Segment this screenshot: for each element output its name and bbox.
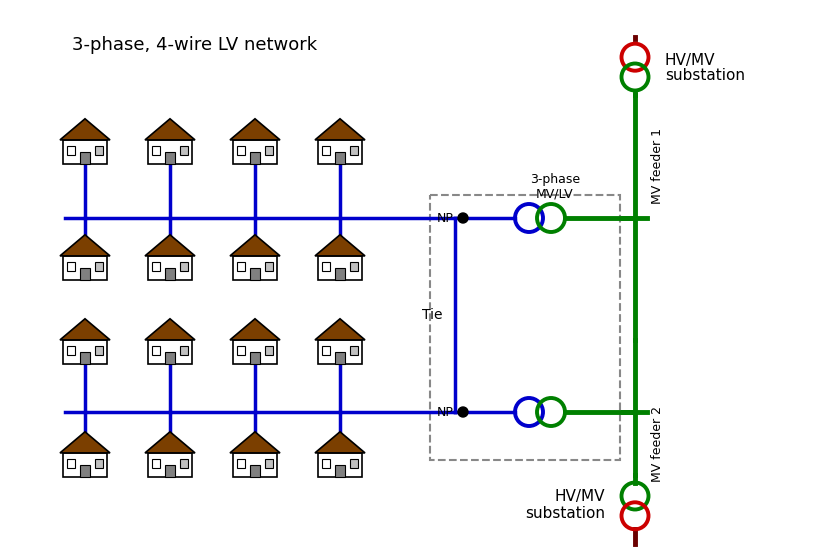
- Bar: [237, 146, 245, 155]
- Text: MV feeder 2: MV feeder 2: [651, 405, 664, 481]
- Bar: [165, 153, 175, 164]
- Polygon shape: [315, 235, 365, 256]
- Bar: [322, 146, 330, 155]
- Text: MV feeder 1: MV feeder 1: [651, 129, 664, 204]
- Bar: [148, 453, 192, 477]
- Text: MV/LV: MV/LV: [536, 188, 574, 201]
- Bar: [95, 346, 103, 355]
- Text: 3-phase: 3-phase: [530, 173, 580, 187]
- Bar: [335, 268, 345, 280]
- Bar: [322, 346, 330, 355]
- Bar: [237, 346, 245, 355]
- Bar: [233, 340, 277, 364]
- Polygon shape: [60, 119, 110, 140]
- Bar: [151, 460, 160, 468]
- Bar: [349, 146, 359, 155]
- Bar: [318, 340, 362, 364]
- Bar: [430, 195, 620, 460]
- Bar: [250, 353, 260, 364]
- Bar: [180, 460, 188, 468]
- Bar: [63, 453, 107, 477]
- Polygon shape: [145, 119, 195, 140]
- Text: HV/MV: HV/MV: [665, 52, 716, 67]
- Bar: [66, 262, 76, 271]
- Bar: [233, 256, 277, 280]
- Polygon shape: [230, 119, 280, 140]
- Bar: [349, 346, 359, 355]
- Bar: [180, 262, 188, 271]
- Bar: [151, 346, 160, 355]
- Bar: [63, 140, 107, 164]
- Bar: [335, 353, 345, 364]
- Bar: [80, 153, 90, 164]
- Bar: [250, 466, 260, 477]
- Text: NP: NP: [437, 405, 454, 418]
- Bar: [265, 146, 274, 155]
- Bar: [335, 153, 345, 164]
- Polygon shape: [145, 235, 195, 256]
- Bar: [180, 146, 188, 155]
- Text: substation: substation: [665, 69, 745, 84]
- Polygon shape: [60, 319, 110, 340]
- Bar: [180, 346, 188, 355]
- Bar: [80, 466, 90, 477]
- Bar: [322, 262, 330, 271]
- Bar: [335, 466, 345, 477]
- Bar: [318, 256, 362, 280]
- Polygon shape: [60, 432, 110, 453]
- Text: HV/MV: HV/MV: [554, 490, 605, 505]
- Text: substation: substation: [525, 506, 605, 520]
- Polygon shape: [145, 319, 195, 340]
- Polygon shape: [145, 432, 195, 453]
- Bar: [265, 262, 274, 271]
- Polygon shape: [230, 319, 280, 340]
- Polygon shape: [230, 235, 280, 256]
- Bar: [80, 353, 90, 364]
- Bar: [265, 460, 274, 468]
- Bar: [151, 262, 160, 271]
- Bar: [237, 262, 245, 271]
- Bar: [250, 153, 260, 164]
- Bar: [322, 460, 330, 468]
- Bar: [233, 140, 277, 164]
- Bar: [66, 346, 76, 355]
- Polygon shape: [60, 235, 110, 256]
- Bar: [233, 453, 277, 477]
- Polygon shape: [315, 119, 365, 140]
- Bar: [148, 140, 192, 164]
- Bar: [165, 353, 175, 364]
- Text: NP: NP: [437, 212, 454, 224]
- Bar: [165, 466, 175, 477]
- Circle shape: [458, 213, 468, 223]
- Bar: [95, 460, 103, 468]
- Bar: [265, 346, 274, 355]
- Bar: [95, 146, 103, 155]
- Bar: [151, 146, 160, 155]
- Polygon shape: [315, 432, 365, 453]
- Bar: [66, 460, 76, 468]
- Bar: [66, 146, 76, 155]
- Bar: [318, 140, 362, 164]
- Bar: [80, 268, 90, 280]
- Bar: [237, 460, 245, 468]
- Bar: [349, 262, 359, 271]
- Bar: [349, 460, 359, 468]
- Bar: [63, 256, 107, 280]
- Bar: [148, 340, 192, 364]
- Polygon shape: [315, 319, 365, 340]
- Circle shape: [458, 407, 468, 417]
- Bar: [63, 340, 107, 364]
- Bar: [148, 256, 192, 280]
- Bar: [95, 262, 103, 271]
- Bar: [250, 268, 260, 280]
- Bar: [165, 268, 175, 280]
- Bar: [318, 453, 362, 477]
- Text: 3-phase, 4-wire LV network: 3-phase, 4-wire LV network: [72, 36, 318, 54]
- Text: Tie: Tie: [423, 308, 443, 322]
- Polygon shape: [230, 432, 280, 453]
